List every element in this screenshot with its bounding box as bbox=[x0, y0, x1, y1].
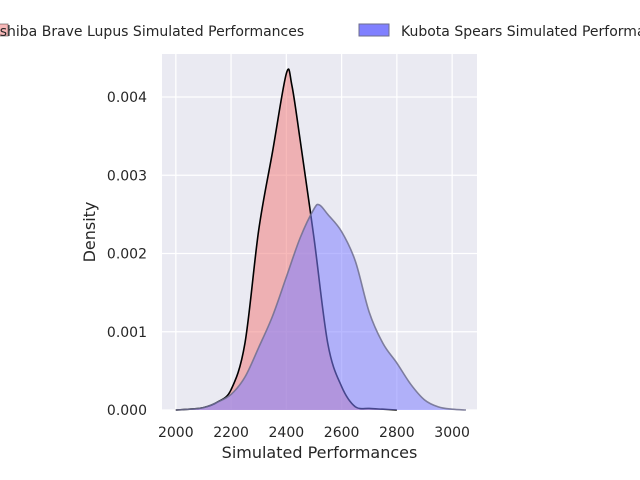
x-axis-ticks: 2000 2200 2400 2600 2800 3000 bbox=[158, 425, 470, 441]
legend: Toshiba Brave Lupus Simulated Performanc… bbox=[0, 23, 640, 40]
legend-label-toshiba: Toshiba Brave Lupus Simulated Performanc… bbox=[0, 24, 304, 40]
density-line-kubota bbox=[175, 203, 466, 411]
legend-swatch-toshiba bbox=[0, 23, 9, 37]
y-tick-label: 0.000 bbox=[107, 403, 147, 419]
density-series bbox=[175, 68, 466, 411]
y-tick-label: 0.004 bbox=[107, 90, 147, 106]
y-tick-label: 0.002 bbox=[107, 247, 147, 263]
legend-label-kubota: Kubota Spears Simulated Performances bbox=[401, 24, 640, 40]
x-tick-label: 3000 bbox=[434, 425, 470, 441]
y-axis-label: Density bbox=[80, 202, 99, 263]
y-tick-label: 0.001 bbox=[107, 325, 147, 341]
y-axis-ticks: 0.000 0.001 0.002 0.003 0.004 bbox=[107, 90, 147, 419]
legend-swatch-kubota bbox=[358, 23, 390, 37]
x-tick-label: 2000 bbox=[158, 425, 194, 441]
x-tick-label: 2400 bbox=[269, 425, 305, 441]
x-tick-label: 2800 bbox=[379, 425, 415, 441]
x-tick-label: 2600 bbox=[324, 425, 360, 441]
y-tick-label: 0.003 bbox=[107, 168, 147, 184]
x-axis-label: Simulated Performances bbox=[222, 443, 418, 462]
density-area-toshiba bbox=[175, 69, 397, 411]
x-tick-label: 2200 bbox=[213, 425, 249, 441]
